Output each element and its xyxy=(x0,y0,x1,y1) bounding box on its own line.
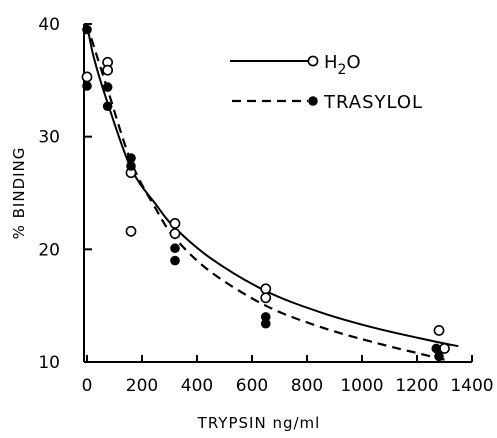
data-point-open-circle xyxy=(439,343,450,354)
data-point-filled-circle xyxy=(126,161,136,171)
legend-item-h2o: H2O xyxy=(230,52,361,78)
data-point-filled-circle xyxy=(170,255,180,266)
x-ticks: 0 200 400 600 800 1000 1200 1400 xyxy=(82,355,494,396)
data-point-filled-circle xyxy=(260,312,271,322)
x-tick-label: 800 xyxy=(291,376,323,396)
x-tick-label: 400 xyxy=(181,376,213,396)
legend-label-h2o: H2O xyxy=(324,52,361,78)
data-point-filled-circle xyxy=(102,101,113,112)
data-point-filled-circle xyxy=(82,24,92,35)
legend-label-h2o-sub: 2 xyxy=(338,62,347,78)
fit-curve-series-0 xyxy=(86,23,459,348)
legend-label-h2o-tail: O xyxy=(346,52,360,73)
legend-filled-circle-marker xyxy=(308,96,318,106)
data-points xyxy=(81,24,450,362)
data-point-open-circle xyxy=(102,64,114,76)
x-tick-label: 1200 xyxy=(395,376,438,396)
data-point-open-circle xyxy=(81,71,93,83)
fit-curve-series-1 xyxy=(85,23,445,361)
x-tick-label: 200 xyxy=(126,376,158,396)
legend-label-h2o-main: H xyxy=(324,52,338,73)
data-point-filled-circle xyxy=(102,82,113,92)
y-axis-title: % BINDING xyxy=(10,147,28,240)
data-point-open-circle xyxy=(260,292,272,304)
data-point-filled-circle xyxy=(170,243,180,254)
y-tick-label: 20 xyxy=(38,240,60,260)
data-point-filled-circle xyxy=(82,81,92,91)
data-point-filled-circle xyxy=(126,153,136,163)
data-point-open-circle xyxy=(433,325,445,336)
legend: H2O TRASYLOL xyxy=(230,52,423,113)
x-tick-label: 1400 xyxy=(450,376,493,396)
data-point-filled-circle xyxy=(431,343,442,354)
y-tick-label: 30 xyxy=(38,128,60,148)
y-ticks: 10 20 30 40 xyxy=(38,15,92,373)
x-axis-title: TRYPSIN ng/ml xyxy=(197,414,321,432)
data-point-open-circle xyxy=(169,218,181,229)
x-tick-label: 0 xyxy=(82,376,93,396)
data-point-filled-circle xyxy=(434,351,444,362)
x-tick-label: 1000 xyxy=(340,376,383,396)
y-tick-label: 40 xyxy=(38,15,60,35)
data-point-open-circle xyxy=(125,225,137,237)
x-tick-label: 600 xyxy=(236,376,268,396)
legend-item-trasylol: TRASYLOL xyxy=(232,92,423,113)
fit-curves xyxy=(85,23,459,361)
legend-label-trasylol: TRASYLOL xyxy=(323,92,423,113)
legend-open-circle-marker xyxy=(307,55,319,67)
data-point-open-circle xyxy=(260,283,272,295)
data-point-filled-circle xyxy=(260,318,271,329)
data-point-open-circle xyxy=(169,228,181,239)
y-tick-label: 10 xyxy=(38,353,60,373)
